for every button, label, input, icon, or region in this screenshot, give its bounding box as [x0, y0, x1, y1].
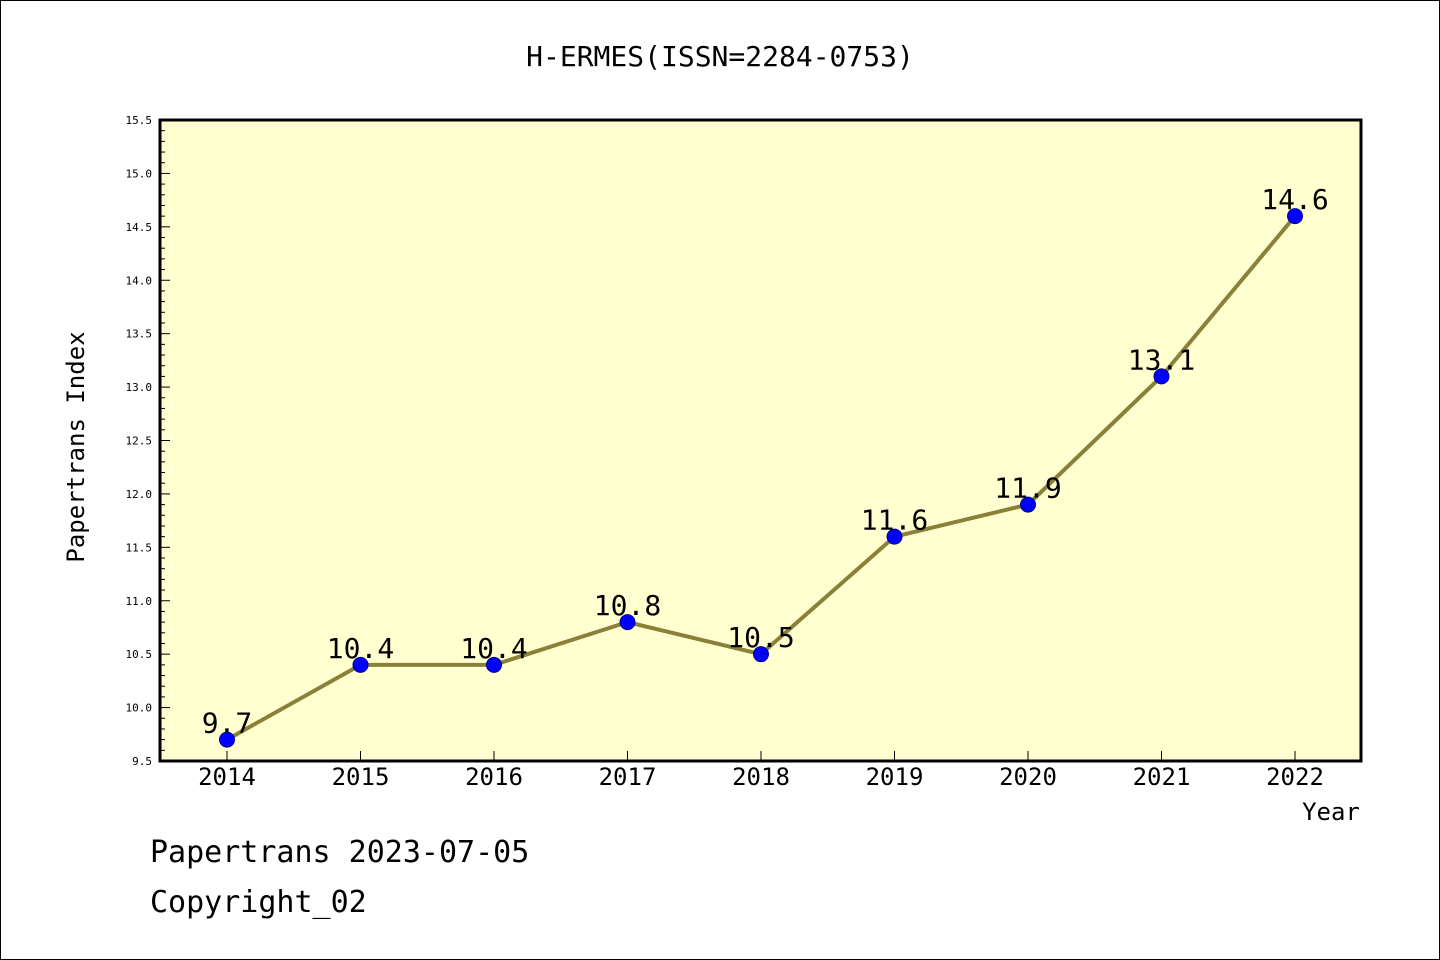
data-label: 13.1 — [1128, 343, 1195, 376]
data-labels: 9.7 10.4 10.4 10.8 10.5 11.6 11.9 13.1 14.6 — [202, 183, 1329, 739]
data-point — [219, 731, 235, 748]
data-label: 11.9 — [994, 472, 1061, 505]
y-tick-label: 12.5 — [126, 435, 153, 448]
y-tick-label: 12.0 — [126, 488, 153, 501]
data-point — [619, 614, 636, 631]
x-tick-label: 2018 — [732, 763, 790, 791]
data-label: 10.8 — [594, 589, 661, 622]
data-label: 14.6 — [1261, 183, 1328, 216]
data-point — [1153, 368, 1170, 385]
data-point — [486, 656, 502, 673]
data-label: 9.7 — [202, 707, 253, 740]
y-tick-label: 11.5 — [126, 541, 153, 554]
data-point — [886, 528, 903, 545]
y-axis-label: Papertrans Index — [62, 331, 90, 562]
y-tick-label: 14.0 — [126, 274, 153, 287]
x-tick-label: 2019 — [866, 763, 924, 791]
y-tick-label: 14.5 — [126, 221, 153, 234]
y-tick-label: 11.0 — [126, 595, 153, 608]
x-axis-label: Year — [1302, 798, 1360, 826]
x-tick-label: 2020 — [999, 763, 1057, 791]
data-point — [1287, 208, 1303, 225]
data-label: 11.6 — [861, 504, 928, 537]
data-point — [1020, 496, 1036, 513]
x-tick-label: 2015 — [332, 763, 390, 791]
y-tick-label: 10.0 — [126, 702, 153, 715]
x-axis: 2014 2015 2016 2017 2018 2019 2020 2021 2022 — [198, 751, 1324, 791]
x-tick-label: 2021 — [1133, 763, 1191, 791]
y-tick-label: 13.0 — [126, 381, 153, 394]
y-axis: 9.5 10.0 10.5 11.0 11.5 12.0 12.5 13.0 13.5 14.0 1… — [126, 114, 170, 768]
data-label: 10.4 — [327, 632, 394, 665]
data-point — [352, 656, 369, 673]
y-tick-label: 15.0 — [126, 167, 153, 180]
x-tick-label: 2016 — [465, 763, 523, 791]
y-tick-label: 13.5 — [126, 328, 153, 341]
data-label: 10.4 — [460, 632, 527, 665]
y-tick-label: 9.5 — [132, 755, 152, 768]
y-tick-label: 15.5 — [126, 114, 153, 127]
footer-date: Papertrans 2023-07-05 — [150, 835, 530, 870]
footer-copyright: Copyright_02 — [150, 885, 367, 920]
chart-title: H-ERMES(ISSN=2284-0753) — [526, 40, 914, 73]
data-point — [753, 646, 769, 663]
data-markers — [219, 208, 1303, 748]
y-tick-label: 10.5 — [126, 648, 153, 661]
x-tick-label: 2017 — [599, 763, 657, 791]
x-tick-label: 2014 — [198, 763, 256, 791]
x-tick-label: 2022 — [1266, 763, 1324, 791]
data-label: 10.5 — [727, 621, 794, 654]
